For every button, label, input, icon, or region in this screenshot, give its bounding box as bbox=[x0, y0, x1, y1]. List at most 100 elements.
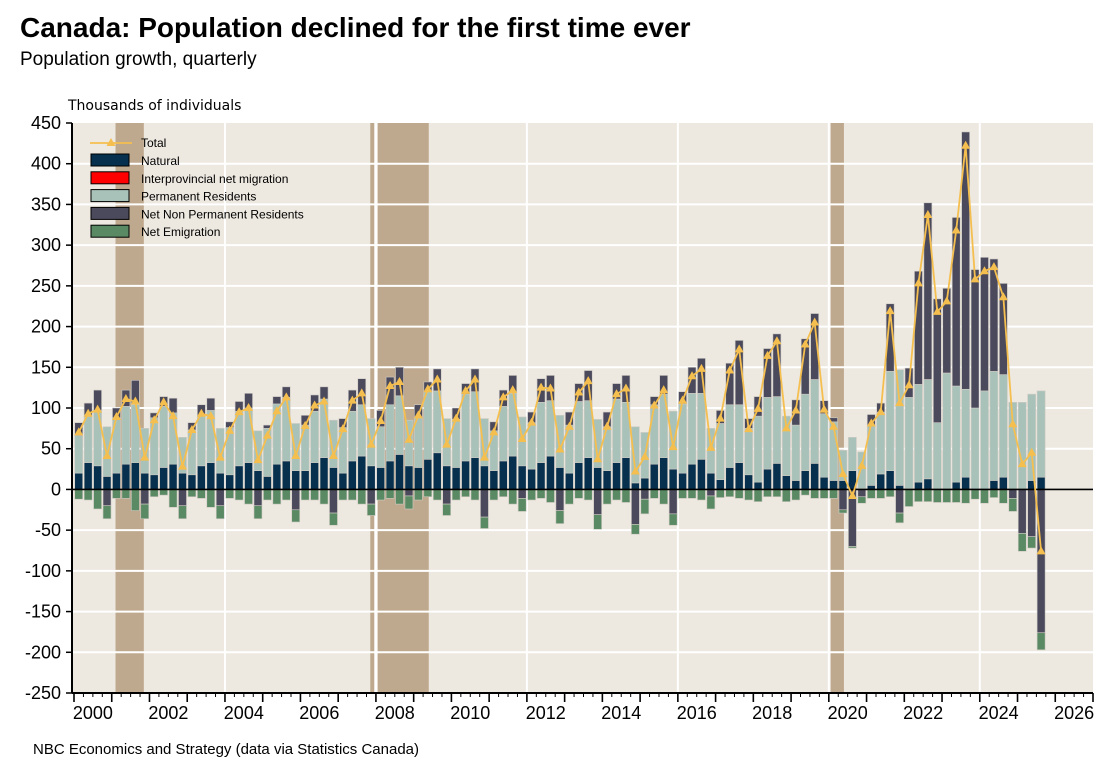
bar-net-emigration bbox=[1017, 533, 1027, 552]
bar-permanent-residents bbox=[753, 415, 763, 483]
bar-net-non-permanent-residents bbox=[989, 258, 999, 372]
total-marker bbox=[583, 376, 593, 385]
total-marker bbox=[762, 350, 772, 359]
x-tick-label: 2006 bbox=[299, 703, 339, 723]
bar-net-emigration bbox=[810, 489, 819, 499]
bar-net-emigration bbox=[432, 489, 442, 501]
bar-net-emigration bbox=[395, 489, 404, 505]
total-marker bbox=[800, 339, 810, 348]
bar-natural bbox=[178, 472, 187, 490]
bar-permanent-residents bbox=[536, 401, 546, 463]
total-marker bbox=[895, 398, 905, 407]
bar-net-non-permanent-residents bbox=[1036, 489, 1046, 634]
bar-net-emigration bbox=[489, 489, 499, 501]
bar-net-emigration bbox=[206, 489, 216, 508]
bar-net-emigration bbox=[348, 489, 357, 501]
total-marker bbox=[130, 396, 140, 405]
bar-net-non-permanent-residents bbox=[980, 257, 989, 392]
bar-natural bbox=[215, 472, 225, 490]
total-marker bbox=[593, 454, 603, 463]
bar-net-emigration bbox=[338, 489, 348, 501]
total-marker bbox=[819, 404, 829, 413]
bar-net-non-permanent-residents bbox=[178, 489, 187, 507]
bar-net-emigration bbox=[234, 489, 244, 501]
bar-natural bbox=[244, 462, 253, 490]
bar-natural bbox=[999, 476, 1008, 490]
bar-net-emigration bbox=[480, 516, 489, 529]
bar-net-emigration bbox=[263, 489, 272, 501]
bar-net-emigration bbox=[659, 489, 668, 505]
bar-net-emigration bbox=[517, 498, 527, 512]
bar-permanent-residents bbox=[716, 423, 725, 480]
y-tick-label: -50 bbox=[35, 520, 61, 540]
bar-natural bbox=[263, 476, 272, 490]
total-marker bbox=[404, 434, 414, 443]
bar-permanent-residents bbox=[461, 393, 470, 462]
x-tick-label: 2000 bbox=[73, 703, 113, 723]
total-marker bbox=[979, 266, 989, 275]
y-tick-label: 400 bbox=[31, 154, 61, 174]
legend-label: Net Non Permanent Residents bbox=[141, 207, 304, 221]
bar-natural bbox=[338, 472, 348, 490]
legend-label-total: Total bbox=[141, 136, 166, 150]
total-marker bbox=[1017, 459, 1027, 468]
bar-permanent-residents bbox=[876, 411, 886, 475]
bar-natural bbox=[649, 463, 659, 490]
bar-net-emigration bbox=[640, 498, 650, 515]
total-marker bbox=[734, 344, 744, 353]
bar-natural bbox=[829, 480, 838, 490]
total-marker bbox=[791, 405, 801, 414]
bar-natural bbox=[716, 479, 725, 490]
bar-net-emigration bbox=[215, 505, 225, 520]
bar-natural bbox=[583, 457, 593, 490]
bar-net-emigration bbox=[102, 505, 112, 520]
bar-natural bbox=[357, 455, 367, 490]
bar-net-emigration bbox=[168, 489, 178, 508]
total-marker bbox=[640, 451, 650, 460]
bar-net-non-permanent-residents bbox=[1027, 489, 1036, 537]
x-tick-label: 2022 bbox=[903, 703, 943, 723]
bar-permanent-residents bbox=[1027, 393, 1036, 481]
total-marker bbox=[74, 427, 84, 436]
y-tick-label: -150 bbox=[25, 602, 61, 622]
bar-natural bbox=[659, 457, 668, 490]
bar-permanent-residents bbox=[178, 437, 187, 474]
bar-permanent-residents bbox=[838, 450, 848, 481]
bar-net-emigration bbox=[904, 489, 914, 507]
bar-natural bbox=[159, 467, 168, 490]
legend: Total Natural Interprovincial net migratio… bbox=[90, 136, 304, 239]
bar-natural bbox=[678, 472, 687, 490]
legend-swatch-interprovincial-net-migration bbox=[90, 171, 130, 185]
bar-net-emigration bbox=[178, 505, 187, 520]
bar-natural bbox=[668, 468, 678, 490]
bar-net-emigration bbox=[366, 503, 376, 516]
bar-net-emigration bbox=[470, 489, 480, 501]
bar-permanent-residents bbox=[744, 428, 753, 476]
bar-net-non-permanent-residents bbox=[640, 489, 650, 500]
bar-natural bbox=[725, 467, 735, 490]
bar-permanent-residents bbox=[376, 426, 385, 468]
total-marker bbox=[612, 389, 622, 398]
bar-natural bbox=[291, 470, 301, 490]
bar-permanent-residents bbox=[791, 424, 801, 481]
bar-net-emigration bbox=[933, 489, 942, 503]
bar-natural bbox=[876, 473, 886, 490]
total-marker bbox=[942, 296, 952, 305]
bar-net-emigration bbox=[876, 489, 886, 499]
bar-natural bbox=[414, 467, 423, 490]
total-marker bbox=[225, 425, 235, 434]
total-marker bbox=[310, 400, 320, 409]
bar-net-emigration bbox=[716, 489, 725, 498]
bar-natural bbox=[310, 462, 319, 490]
total-marker bbox=[376, 416, 386, 425]
total-marker bbox=[517, 433, 527, 442]
bar-permanent-residents bbox=[772, 396, 782, 464]
bar-natural bbox=[810, 463, 819, 490]
total-marker bbox=[366, 439, 376, 448]
total-marker bbox=[781, 423, 791, 432]
bar-net-emigration bbox=[555, 510, 565, 524]
bar-permanent-residents bbox=[895, 369, 904, 486]
x-tick-label: 2004 bbox=[224, 703, 264, 723]
bar-net-non-permanent-residents bbox=[923, 202, 933, 380]
total-marker bbox=[678, 395, 688, 404]
